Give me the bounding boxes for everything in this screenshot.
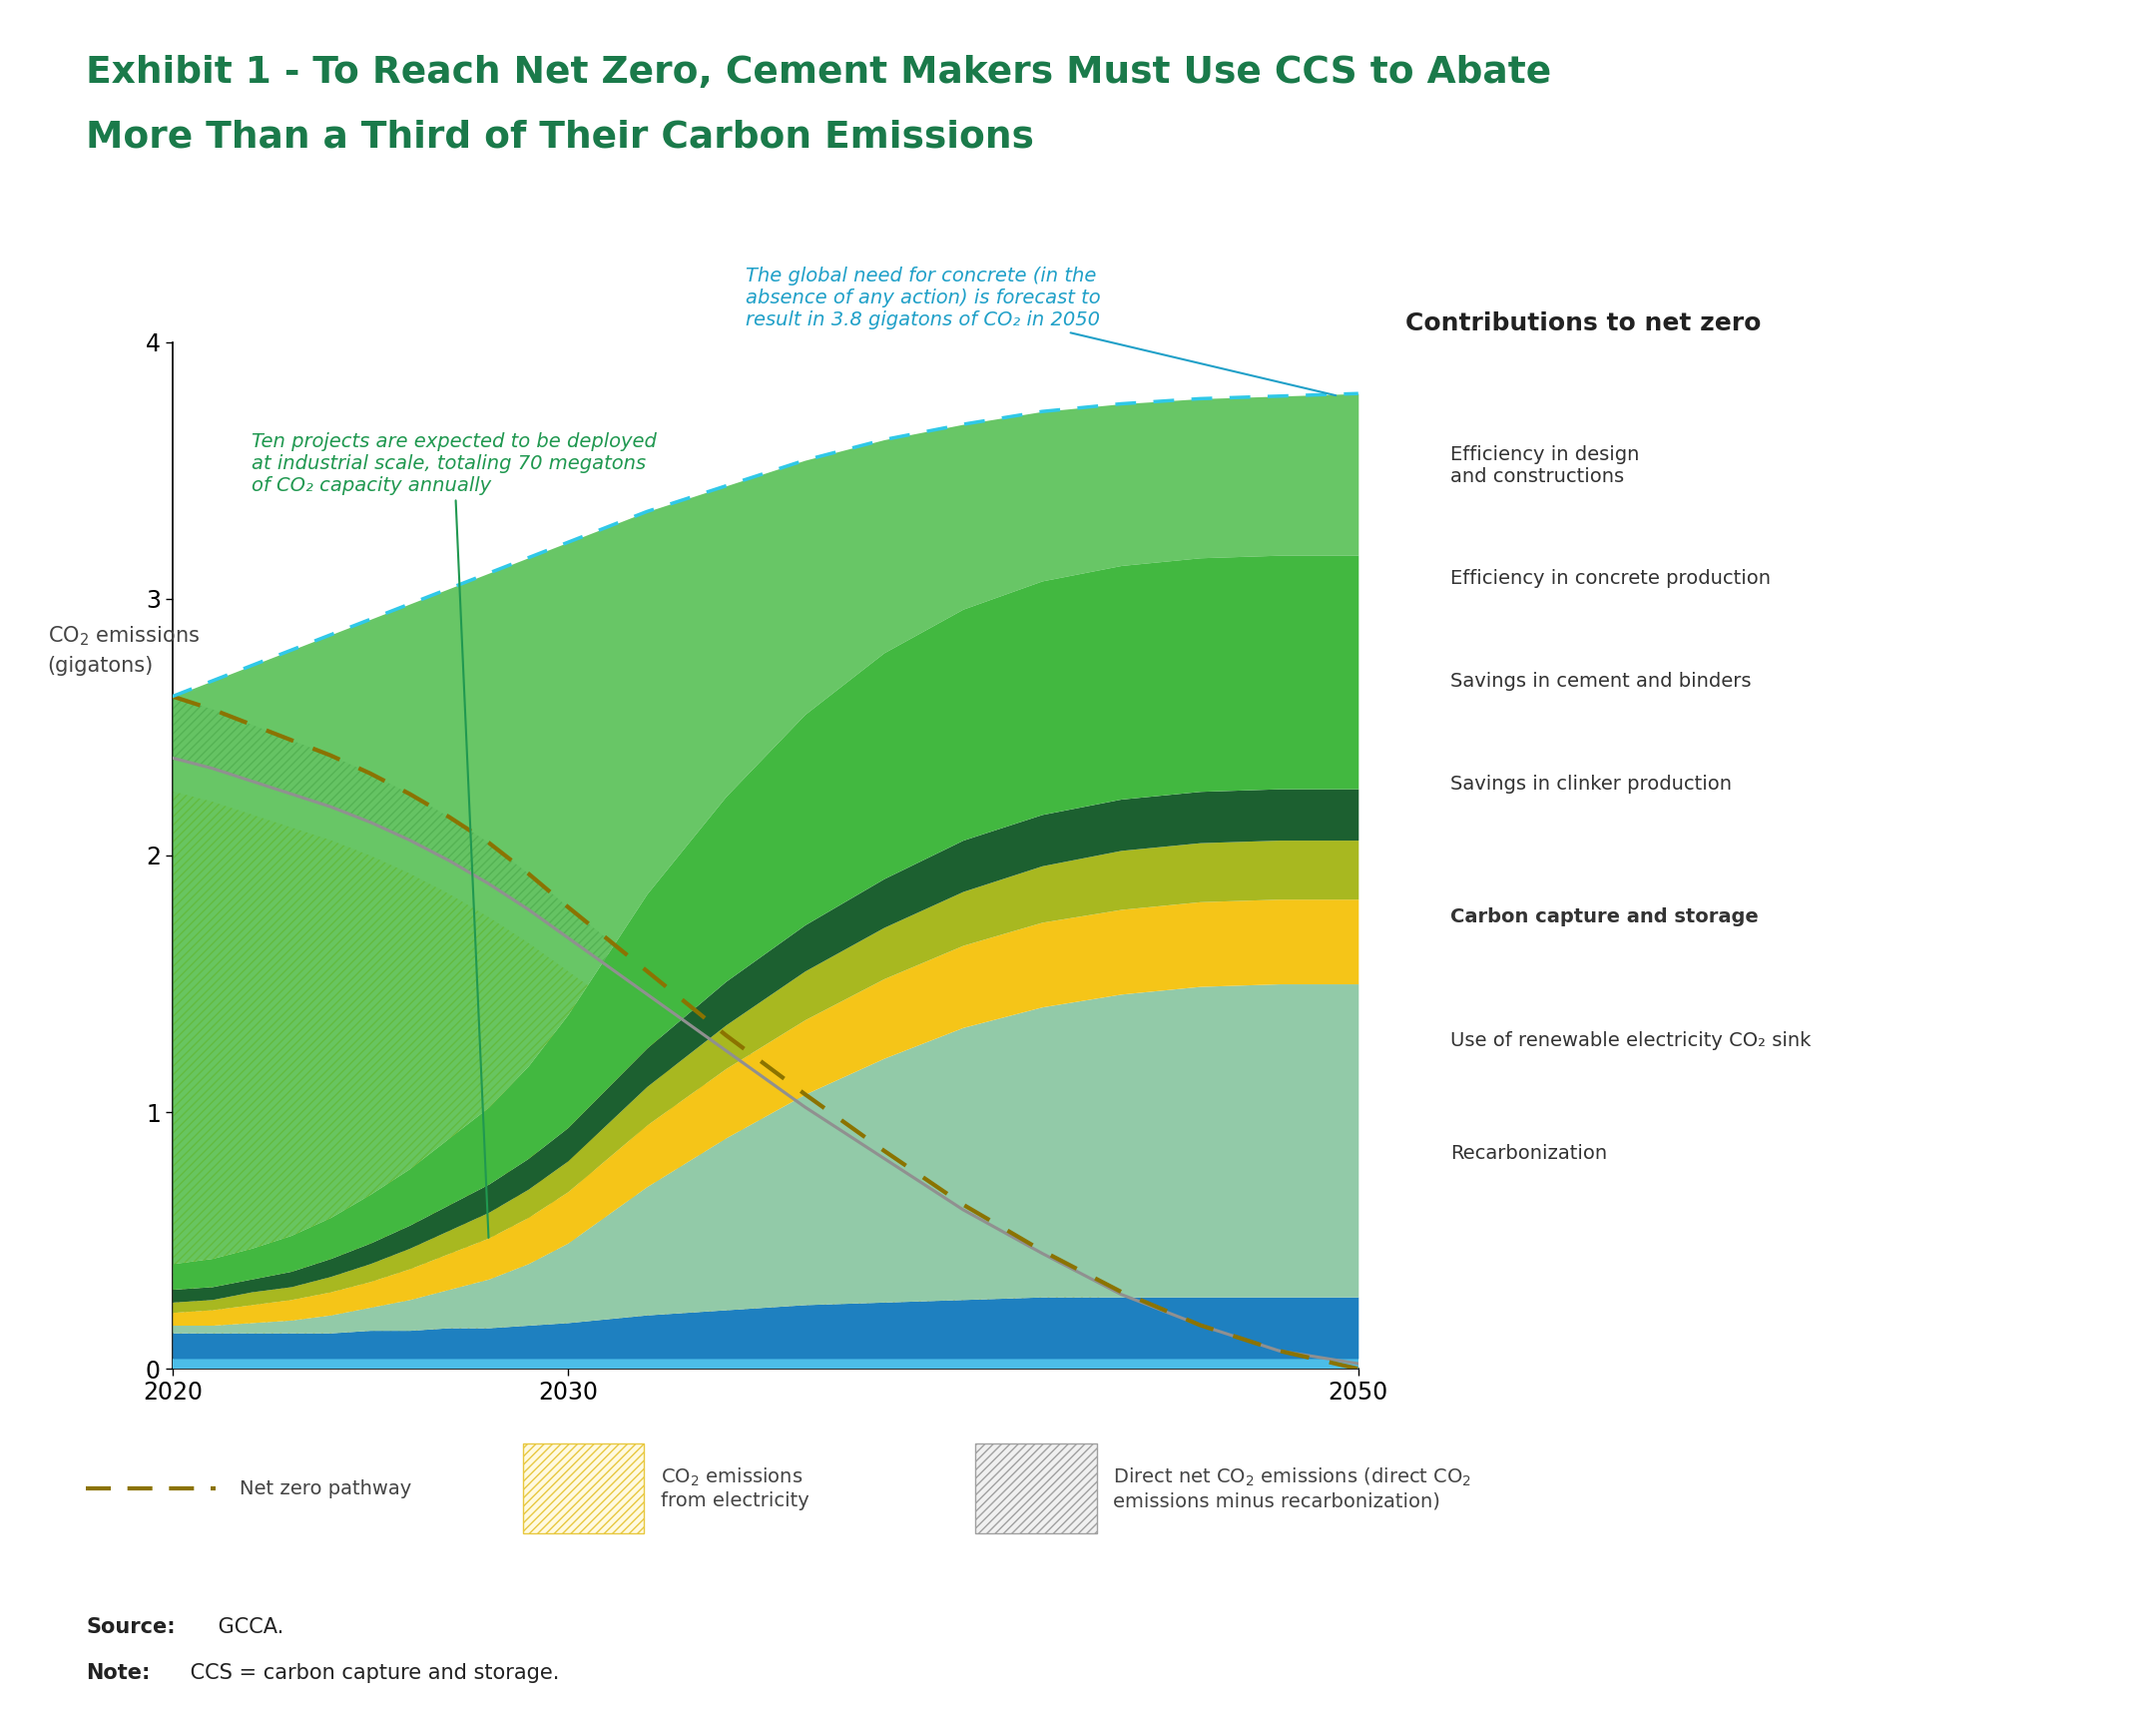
Text: CO$_2$ emissions
from electricity: CO$_2$ emissions from electricity [660,1466,808,1511]
Bar [975,1444,1097,1533]
Text: More Than a Third of Their Carbon Emissions: More Than a Third of Their Carbon Emissi… [86,120,1035,156]
Bar [524,1444,645,1533]
Text: CO$_2$ emissions
(gigatons): CO$_2$ emissions (gigatons) [47,625,198,676]
Text: Efficiency in design
and constructions: Efficiency in design and constructions [1451,445,1641,486]
Text: Carbon capture and storage: Carbon capture and storage [1451,907,1759,927]
Text: Recarbonization: Recarbonization [1451,1143,1608,1163]
Text: Note:: Note: [86,1663,151,1684]
Text: Efficiency in concrete production: Efficiency in concrete production [1451,568,1772,589]
Text: Exhibit 1 - To Reach Net Zero, Cement Makers Must Use CCS to Abate: Exhibit 1 - To Reach Net Zero, Cement Ma… [86,55,1552,91]
Text: The global need for concrete (in the
absence of any action) is forecast to
resul: The global need for concrete (in the abs… [746,267,1337,395]
Text: Savings in clinker production: Savings in clinker production [1451,773,1731,794]
Text: GCCA.: GCCA. [211,1617,282,1637]
Text: Ten projects are expected to be deployed
at industrial scale, totaling 70 megato: Ten projects are expected to be deployed… [252,431,658,1237]
Text: Savings in cement and binders: Savings in cement and binders [1451,671,1751,691]
Text: Contributions to net zero: Contributions to net zero [1406,311,1761,335]
Text: Use of renewable electricity CO₂ sink: Use of renewable electricity CO₂ sink [1451,1030,1811,1051]
Text: Source:: Source: [86,1617,175,1637]
Text: Direct net CO$_2$ emissions (direct CO$_2$
emissions minus recarbonization): Direct net CO$_2$ emissions (direct CO$_… [1112,1466,1470,1511]
Text: Net zero pathway: Net zero pathway [239,1478,412,1499]
Text: CCS = carbon capture and storage.: CCS = carbon capture and storage. [183,1663,558,1684]
